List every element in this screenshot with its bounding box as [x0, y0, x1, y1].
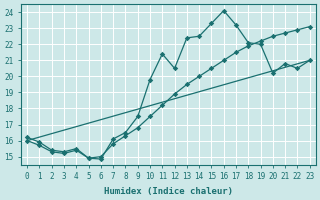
X-axis label: Humidex (Indice chaleur): Humidex (Indice chaleur): [104, 187, 233, 196]
